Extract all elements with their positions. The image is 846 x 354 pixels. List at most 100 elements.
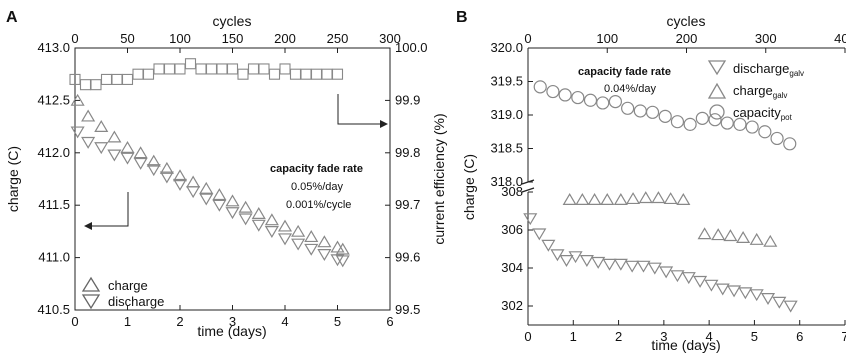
panel-a-fade-line2: 0.001%/cycle	[286, 199, 351, 211]
charge-point	[291, 224, 306, 237]
panel-a-xlabel: time (days)	[197, 323, 266, 339]
legend-capacity-pot-label: capacitypot	[733, 105, 793, 122]
discharge_galv-point	[659, 266, 674, 279]
charge_galv-point	[723, 229, 738, 242]
b-xtick-label: 5	[751, 329, 758, 344]
capacity-pot-point	[695, 111, 709, 125]
discharge_galv-point	[647, 262, 662, 275]
a-ytick-label: 413.0	[37, 40, 70, 55]
discharge_galv-point	[591, 256, 606, 269]
discharge-point	[304, 243, 319, 256]
b-ytick-label: 319.0	[490, 107, 523, 122]
b-xtick-label: 3	[660, 329, 667, 344]
b-xtick-label: 0	[524, 329, 531, 344]
panel-a-arrow-right-head	[380, 120, 388, 128]
efficiency-point	[100, 73, 113, 85]
discharge_galv-point	[772, 296, 787, 309]
discharge_galv-point	[559, 255, 574, 267]
efficiency-point	[132, 68, 144, 80]
panel-b-ylabel: charge (C)	[461, 154, 477, 220]
capacity-pot-point	[621, 101, 635, 115]
panel-b-x2label: cycles	[667, 13, 706, 29]
legend-charge-galv-marker	[707, 82, 727, 99]
a-xtick-label: 1	[124, 314, 131, 329]
discharge_galv-point	[715, 283, 730, 296]
capacity-pot-point	[708, 113, 722, 127]
charge-point	[70, 93, 85, 106]
discharge_galv-point	[602, 258, 617, 271]
panel-a-ylabel: charge (C)	[5, 146, 21, 212]
efficiency-point	[279, 63, 291, 75]
charge-point	[225, 194, 240, 207]
legend-charge-marker	[81, 276, 101, 292]
charge-point	[212, 188, 227, 201]
efficiency-point	[111, 73, 123, 85]
discharge_galv-point	[681, 272, 696, 285]
a-ytick-label: 410.5	[37, 302, 70, 317]
panel-a-fade-line1: 0.05%/day	[291, 181, 343, 193]
charge-point	[304, 230, 319, 243]
charge-point	[172, 169, 188, 182]
legend-charge-label: charge	[108, 278, 148, 293]
efficiency-point	[300, 68, 312, 80]
charge-point	[186, 175, 201, 188]
b-xtick-label: 4	[706, 329, 713, 344]
capacity-pot-point	[633, 104, 647, 118]
a-xtick-label: 6	[386, 314, 393, 329]
charge-point	[277, 219, 293, 232]
capacity-pot-point	[546, 84, 560, 99]
discharge_galv-point	[727, 285, 742, 298]
charge_galv-point	[613, 193, 628, 205]
discharge-point	[159, 171, 174, 184]
discharge-point	[146, 164, 161, 177]
b-xtick-label: 6	[796, 329, 803, 344]
discharge-point	[94, 142, 109, 155]
discharge-point	[335, 255, 350, 268]
efficiency-point	[174, 63, 186, 75]
legend-charge-galv-label: chargegalv	[733, 83, 787, 100]
a-xtick-label: 3	[229, 314, 236, 329]
charge_galv-point	[575, 193, 590, 205]
b-ytick-label: 306	[501, 222, 523, 237]
discharge-point	[172, 178, 188, 191]
a-x2tick-label: 50	[120, 31, 134, 46]
capacity-pot-point	[608, 94, 623, 109]
panel-a-plot-frame	[74, 47, 391, 311]
charge_galv-point	[638, 191, 653, 204]
capacity-pot-point	[596, 96, 610, 110]
a-x2tick-label: 0	[71, 31, 78, 46]
efficiency-point	[205, 63, 218, 75]
discharge-point	[212, 199, 227, 212]
capacity-pot-point	[770, 131, 784, 146]
panel-a-legend: charge discharge	[81, 276, 164, 310]
charge-point	[81, 109, 96, 122]
discharge-point	[107, 149, 122, 162]
a-x2tick-label: 200	[274, 31, 296, 46]
discharge-point	[199, 193, 214, 206]
discharge-point	[317, 249, 332, 262]
a-x2tick-label: 250	[327, 31, 349, 46]
discharge-point	[120, 152, 135, 165]
capacity-pot-point	[645, 105, 660, 119]
discharge-point	[225, 207, 240, 220]
panel-a-fade-title: capacity fade rate	[270, 163, 363, 175]
efficiency-point	[184, 58, 197, 70]
discharge_galv-point	[636, 260, 651, 273]
b-x2tick-label: 400	[834, 31, 846, 46]
efficiency-point	[79, 79, 92, 91]
capacity-pot-point	[670, 115, 685, 129]
b-ytick-label: 308	[501, 184, 523, 199]
charge_galv-point	[651, 191, 666, 204]
a-xtick-label: 5	[334, 314, 341, 329]
b-x2tick-label: 0	[524, 31, 531, 46]
panel-a-arrow-right	[337, 94, 382, 125]
charge_galv-point	[562, 193, 577, 205]
discharge_galv-point	[568, 251, 583, 264]
charge_galv-point	[736, 231, 751, 243]
panel-a-marks	[69, 58, 350, 268]
panel-a-y2-axis: 99.5 99.6 99.7 99.8 99.9 100.0	[385, 40, 428, 317]
discharge_galv-point	[693, 275, 708, 288]
efficiency-point	[289, 68, 302, 80]
charge-point	[238, 200, 253, 213]
discharge_galv-point	[523, 213, 538, 226]
